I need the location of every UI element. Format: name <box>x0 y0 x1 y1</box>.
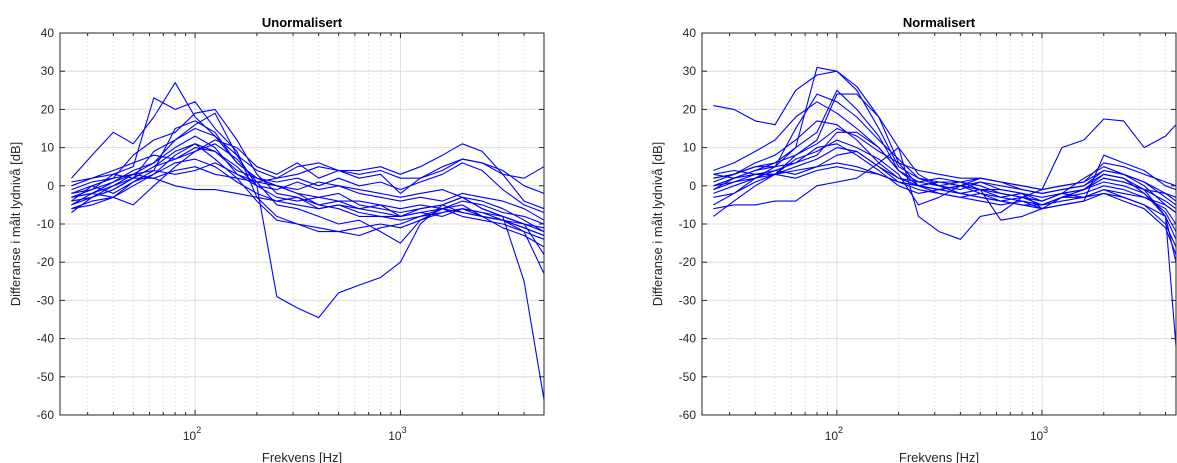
y-tick-label: -20 <box>37 255 55 269</box>
series-line-8 <box>71 158 545 237</box>
series-line-10 <box>713 150 1177 248</box>
chart-right: 40 30 20 10 0 -10 -20 -30 -40 -50 -60 102 103 Normali… <box>650 15 1177 463</box>
series-line-13 <box>713 166 1177 213</box>
series-group <box>70 82 545 400</box>
series-line-3 <box>71 97 545 240</box>
y-tick-label: 30 <box>683 64 697 78</box>
y-tick-label: -50 <box>679 370 697 384</box>
series-line-9 <box>713 127 1177 191</box>
x-axis-label: Frekvens [Hz] <box>262 450 342 463</box>
chart-title: Normalisert <box>903 15 976 30</box>
y-tick-label: 30 <box>41 64 55 78</box>
x-tick-label: 102 <box>825 425 843 443</box>
series-line-2 <box>713 118 1177 240</box>
series-group <box>713 66 1177 347</box>
series-line-10 <box>71 166 545 225</box>
x-tick-label: 102 <box>183 425 201 443</box>
y-tick-label: 20 <box>41 102 55 116</box>
y-tick-label: -10 <box>37 217 55 231</box>
y-tick-label: 10 <box>683 141 697 155</box>
y-axis-label: Differanse i målt lydnivå [dB] <box>650 142 665 307</box>
y-tick-label: -30 <box>37 293 55 307</box>
series-line-14 <box>71 127 545 194</box>
series-line-4 <box>713 93 1177 225</box>
y-tick-label: -50 <box>37 370 55 384</box>
y-tick-label: -60 <box>679 408 697 422</box>
series-line-15 <box>71 120 545 233</box>
y-tick-label: -40 <box>679 332 697 346</box>
y-tick-label: -40 <box>37 332 55 346</box>
chart-title: Unormalisert <box>262 15 343 30</box>
y-tick-label: 20 <box>683 102 697 116</box>
series-line-13 <box>71 143 545 233</box>
x-tick-label: 103 <box>1030 425 1048 443</box>
series-line-16 <box>713 162 1177 202</box>
chart-left: 40 30 20 10 0 -10 -20 -30 -40 -50 -60 102 103 Unormal… <box>8 15 545 463</box>
y-tick-label: -20 <box>679 255 697 269</box>
series-line-6 <box>71 143 545 214</box>
y-tick-label: 0 <box>47 179 54 193</box>
y-tick-label: 40 <box>683 26 697 40</box>
x-tick-label: 103 <box>388 425 406 443</box>
series-line-15 <box>713 143 1177 240</box>
y-tick-label: -60 <box>37 408 55 422</box>
y-tick-label: -10 <box>679 217 697 231</box>
y-tick-label: 40 <box>41 26 55 40</box>
y-tick-label: 0 <box>689 179 696 193</box>
y-tick-label: 10 <box>41 141 55 155</box>
series-line-14 <box>713 131 1177 210</box>
y-tick-label: -30 <box>679 293 697 307</box>
x-axis-label: Frekvens [Hz] <box>899 450 979 463</box>
series-line-12 <box>71 147 545 255</box>
series-line-16 <box>71 173 545 237</box>
series-line-11 <box>71 143 545 248</box>
series-line-5 <box>713 89 1177 210</box>
y-axis-label: Differanse i målt lydnivå [dB] <box>8 142 23 307</box>
